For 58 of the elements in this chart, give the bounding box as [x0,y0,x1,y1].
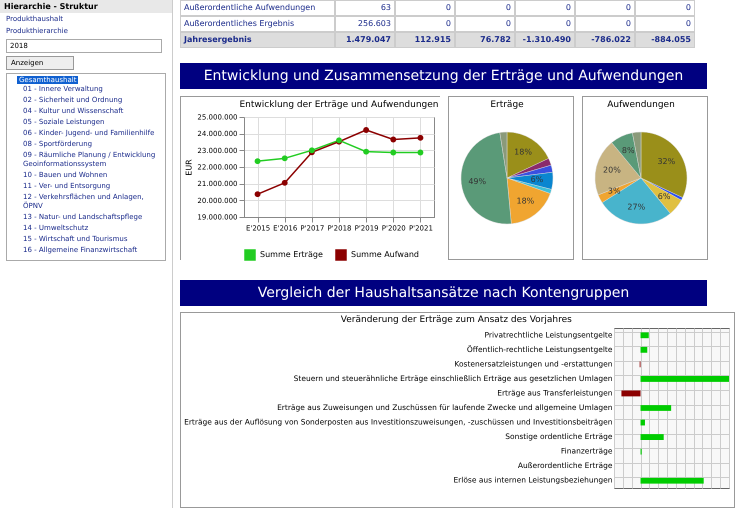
point [363,148,370,155]
text: -884.055 [635,32,695,48]
chart-title: Entwicklung der Erträge und Aufwendungen [239,100,439,110]
bar [621,390,641,396]
bar [640,376,729,382]
point [282,155,288,162]
data-label: 6% [658,192,671,202]
text: 63 [335,0,395,16]
bar [640,420,645,426]
text: 0 [515,16,575,32]
text: 0 [395,0,455,16]
legend-label: Summe Erträge [260,250,323,259]
point [254,158,261,164]
text: 256.603 [335,16,395,32]
y-axis-title: EUR [184,158,194,176]
data-label: 20% [603,166,622,175]
chart-title: Erträge [490,100,524,110]
data-label: 6% [530,174,544,184]
point [390,136,396,142]
text: 76.782 [455,32,515,48]
data-label: 27% [627,202,646,212]
text: -786.022 [575,32,635,48]
bar [640,332,649,338]
text: 0 [575,16,635,32]
text: 0 [575,0,635,16]
text: Veränderung der Erträge zum Ansatz des Vorjahres [340,315,572,325]
bar [640,434,664,440]
text: Außerordentliche Aufwendungen [180,0,335,16]
text: Hierarchie - Struktur [0,0,172,13]
text: Vergleich der Haushaltsansätze nach Kontengruppen [180,280,707,306]
data-label: 49% [468,176,487,186]
text: 0 [395,16,455,32]
data-label: 8% [622,146,635,155]
data-label: 32% [657,156,676,166]
bar [640,346,648,353]
point [254,191,261,198]
point [282,180,288,186]
data-label: 18% [514,148,532,157]
bar [640,478,704,484]
text: Entwicklung und Zusammensetzung der Erträge und Aufwendungen [180,63,707,89]
text: 0 [635,0,695,16]
bar [640,405,672,411]
text: -1.310.490 [515,32,575,48]
chart-title: Aufwendungen [607,100,675,110]
text: 0 [455,0,515,16]
data-label: 18% [516,196,535,206]
text: Jahresergebnis [180,32,335,48]
point [417,134,424,141]
text: Außerordentliches Ergebnis [180,16,335,32]
text: 0 [635,16,695,32]
text: 1.479.047 [335,32,395,48]
legend-label: Summe Aufwand [351,250,420,259]
text: 0 [455,16,515,32]
point [363,127,370,133]
text: 112.915 [395,32,455,48]
point [390,150,396,156]
text: 0 [515,0,575,16]
point [417,150,424,156]
